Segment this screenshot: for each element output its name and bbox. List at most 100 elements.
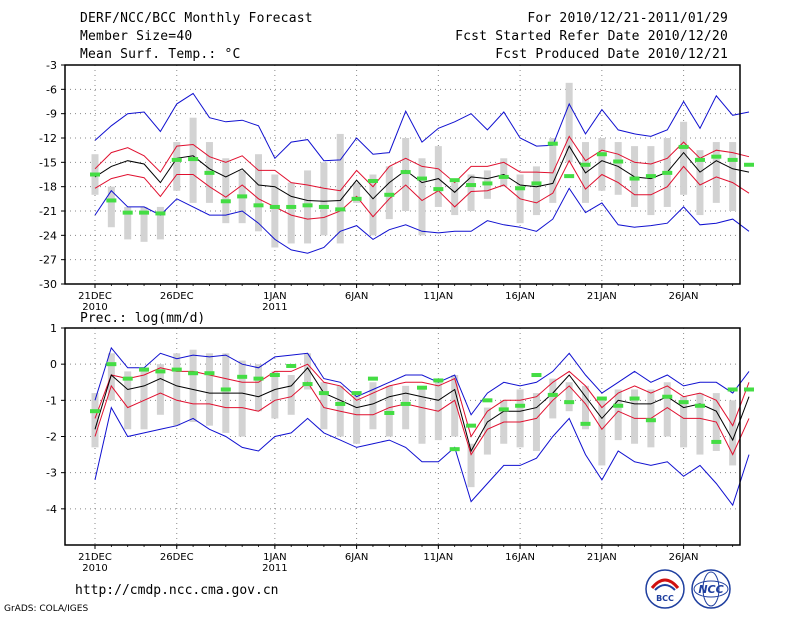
- temp-box: [336, 133, 344, 244]
- temp-marker: [564, 174, 575, 179]
- prec-marker: [269, 373, 280, 378]
- temp-xtick-label: 21JAN: [587, 291, 617, 302]
- temp-box: [271, 174, 279, 248]
- temp-marker: [155, 211, 166, 216]
- prec-box: [598, 400, 606, 466]
- prec-xtick-label: 6JAN: [345, 552, 368, 563]
- temp-marker: [351, 196, 362, 201]
- prec-box: [565, 382, 573, 412]
- prec-line-ensemble-min: [94, 406, 750, 507]
- temp-box: [565, 82, 573, 163]
- temp-line-ensemble-min: [94, 187, 750, 254]
- prec-marker: [400, 401, 411, 406]
- prec-marker: [171, 367, 182, 372]
- temp-marker: [727, 157, 738, 162]
- temp-marker: [547, 141, 558, 146]
- temp-marker: [433, 187, 444, 192]
- prec-box: [614, 389, 622, 441]
- prec-xtick-label: 26DEC: [160, 552, 194, 563]
- start-date: Fcst Started Refer Date 2010/12/20: [455, 29, 728, 44]
- prec-xtick-label: 11JAN: [423, 552, 453, 563]
- prec-box: [238, 360, 246, 437]
- prec-marker: [629, 396, 640, 401]
- temp-marker: [482, 181, 493, 186]
- prec-ytick-label: -3: [46, 467, 57, 480]
- prec-marker: [678, 400, 689, 405]
- prec-box: [124, 371, 132, 430]
- temp-xtick-label: 1JAN: [263, 291, 286, 302]
- prec-box: [173, 353, 181, 426]
- temp-box: [353, 182, 361, 203]
- prec-ytick-label: -2: [46, 431, 57, 444]
- temp-box: [287, 182, 295, 244]
- source-url[interactable]: http://cmdp.ncc.cma.gov.cn: [75, 583, 279, 598]
- prec-xtick-label: 21DEC: [78, 552, 112, 563]
- prec-marker: [449, 447, 460, 452]
- temp-box: [402, 138, 410, 211]
- prec-box: [255, 364, 262, 412]
- prec-marker: [253, 376, 264, 381]
- temp-ytick-label: -12: [39, 132, 57, 145]
- temp-box: [549, 138, 557, 203]
- temp-frame: [64, 64, 741, 285]
- prec-box: [107, 353, 115, 401]
- prec-marker: [580, 421, 591, 426]
- temp-marker: [711, 154, 722, 159]
- prec-box: [418, 389, 426, 444]
- prec-marker: [662, 394, 673, 399]
- prec-marker: [433, 378, 444, 383]
- prec-box: [680, 396, 688, 448]
- prec-marker: [515, 403, 526, 408]
- temp-marker: [122, 210, 133, 215]
- prec-marker: [711, 439, 722, 444]
- temp-marker: [498, 174, 509, 179]
- prec-marker: [351, 391, 362, 396]
- temp-marker: [139, 210, 150, 215]
- temp-marker: [90, 172, 100, 177]
- temp-marker: [106, 198, 117, 203]
- temp-marker: [171, 157, 182, 162]
- temp-marker: [384, 192, 395, 197]
- prec-marker: [335, 401, 346, 406]
- temp-box: [222, 158, 230, 224]
- prec-title: Prec.: log(mm/d): [80, 311, 205, 326]
- prec-marker: [106, 362, 117, 367]
- temp-box: [320, 162, 328, 236]
- prec-frame: [64, 327, 741, 546]
- temp-marker: [237, 194, 248, 199]
- prec-ytick-label: 1: [50, 322, 57, 335]
- prec-marker: [302, 382, 313, 387]
- prec-xtick-year: 2011: [262, 563, 287, 574]
- temp-box: [500, 158, 508, 187]
- temp-box: [124, 206, 132, 240]
- prec-line-lower-spread: [94, 381, 750, 456]
- prec-box: [156, 364, 164, 415]
- prec-ytick-label: -4: [46, 503, 57, 516]
- prec-marker: [596, 396, 607, 401]
- temp-xtick-year: 2011: [262, 302, 287, 313]
- temp-marker: [367, 178, 378, 183]
- temp-xtick-label: 6JAN: [345, 291, 368, 302]
- prec-marker: [188, 371, 199, 376]
- prec-box: [663, 382, 671, 437]
- temp-xtick-year: 2010: [82, 302, 107, 313]
- prec-marker: [286, 363, 297, 368]
- prec-marker: [318, 391, 329, 396]
- temp-xtick-label: 26JAN: [669, 291, 699, 302]
- temp-marker: [188, 157, 199, 162]
- prec-marker: [645, 418, 656, 423]
- prec-line-upper-spread: [94, 363, 750, 438]
- temp-box: [647, 146, 655, 216]
- temp-box: [418, 158, 426, 236]
- temp-box: [532, 166, 540, 216]
- temp-xtick-label: 16JAN: [505, 291, 535, 302]
- prec-box: [516, 389, 524, 448]
- temp-line-upper-spread: [94, 135, 750, 192]
- prec-box: [582, 385, 589, 430]
- prec-xtick-label: 1JAN: [263, 552, 286, 563]
- temp-box: [729, 142, 737, 211]
- prec-marker: [220, 387, 231, 392]
- temp-ytick-label: -15: [39, 156, 57, 169]
- prec-box: [271, 371, 279, 419]
- prec-box: [189, 349, 197, 423]
